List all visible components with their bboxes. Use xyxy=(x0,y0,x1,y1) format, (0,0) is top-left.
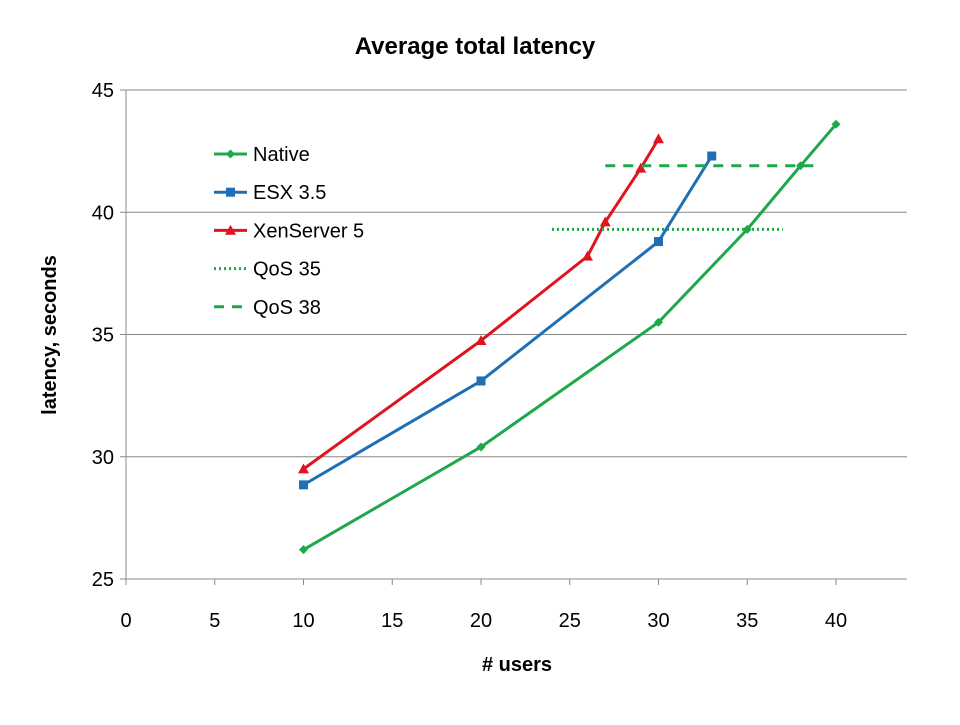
data-point-native xyxy=(299,545,308,555)
x-tick-label: 0 xyxy=(120,610,131,632)
x-tick-label: 30 xyxy=(647,610,669,632)
series-esx-3-5 xyxy=(299,151,717,490)
y-tick-label: 25 xyxy=(92,569,114,591)
legend-label-qos-38: QoS 38 xyxy=(253,297,321,319)
x-tick-label: 10 xyxy=(292,610,314,632)
legend-marker-xenserver-5 xyxy=(225,224,236,235)
x-tick-label: 25 xyxy=(559,610,581,632)
legend: Native ESX 3.5 XenServer 5 QoS 35 QoS 38 xyxy=(214,144,364,319)
data-point-xenserver-5 xyxy=(635,162,647,173)
chart-title: Average total latency xyxy=(355,33,596,60)
data-point-esx-3-5 xyxy=(654,237,663,247)
data-point-xenserver-5 xyxy=(599,216,611,227)
x-tick-label: 40 xyxy=(825,610,847,632)
series-line-esx-3-5 xyxy=(302,155,714,487)
legend-marker-esx-3-5 xyxy=(226,187,235,197)
data-point-native xyxy=(654,317,663,327)
data-point-xenserver-5 xyxy=(582,250,593,261)
legend-item-native: Native xyxy=(214,144,310,166)
y-tick-label: 45 xyxy=(92,80,114,102)
data-point-native xyxy=(831,119,841,129)
data-point-native xyxy=(476,442,486,452)
x-tick-label: 5 xyxy=(209,610,220,632)
y-axis-title: latency, seconds xyxy=(39,255,61,415)
series-line-xenserver-5 xyxy=(302,138,660,471)
data-point-esx-3-5 xyxy=(707,151,717,161)
y-tick-label: 30 xyxy=(92,447,114,469)
series-layer xyxy=(298,119,841,555)
legend-item-xenserver-5: XenServer 5 xyxy=(214,220,364,242)
data-point-xenserver-5 xyxy=(298,463,309,474)
series-xenserver-5 xyxy=(298,133,664,474)
x-axis-title: # users xyxy=(482,654,552,676)
y-tick-label: 40 xyxy=(92,202,114,224)
y-tick-labels: 25 30 35 40 45 xyxy=(92,80,114,591)
series-line-native xyxy=(302,123,838,551)
x-tick-label: 15 xyxy=(381,610,403,632)
x-tick-labels: 0 5 10 15 20 25 30 35 40 xyxy=(120,610,847,632)
legend-item-qos-35: QoS 35 xyxy=(214,259,321,281)
legend-label-qos-35: QoS 35 xyxy=(253,259,321,281)
x-tick-label: 20 xyxy=(470,610,492,632)
y-tick-label: 35 xyxy=(92,325,114,347)
gridlines xyxy=(126,89,907,458)
legend-label-native: Native xyxy=(253,144,310,166)
axes xyxy=(120,89,907,585)
legend-item-esx-3-5: ESX 3.5 xyxy=(214,182,326,204)
legend-label-xenserver-5: XenServer 5 xyxy=(253,220,364,242)
series-native xyxy=(299,119,841,555)
data-point-esx-3-5 xyxy=(476,376,486,386)
data-point-esx-3-5 xyxy=(299,480,308,490)
data-point-xenserver-5 xyxy=(653,133,664,144)
x-tick-label: 35 xyxy=(736,610,758,632)
legend-label-esx-3-5: ESX 3.5 xyxy=(253,182,326,204)
data-point-xenserver-5 xyxy=(475,335,487,346)
legend-item-qos-38: QoS 38 xyxy=(214,297,321,319)
legend-marker-native xyxy=(226,149,235,159)
data-point-native xyxy=(796,161,805,171)
